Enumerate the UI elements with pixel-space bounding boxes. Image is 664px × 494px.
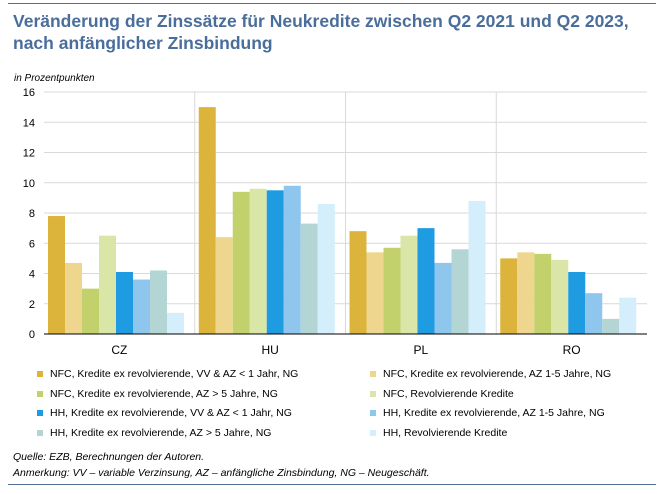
bar-hu-series-5 <box>266 190 284 334</box>
x-tick-label: CZ <box>111 343 127 357</box>
bar-pl-series-6 <box>434 262 452 334</box>
legend-label: HH, Kredite ex revolvierende, AZ 1-5 Jah… <box>383 407 605 419</box>
legend-label: HH, Kredite ex revolvierende, AZ > 5 Jah… <box>50 426 272 439</box>
legend-swatch <box>370 390 376 397</box>
bar-cz-series-3 <box>82 288 99 334</box>
y-tick-label: 12 <box>23 148 35 160</box>
bar-ro-series-1 <box>500 258 518 334</box>
bar-ro-series-6 <box>585 293 603 334</box>
bar-pl-series-1 <box>349 231 367 334</box>
legend-swatch <box>37 390 43 397</box>
y-tick-label: 6 <box>29 238 35 250</box>
axis-layer: 0 2 4 6 8 10 12 14 16 in Prozentpunkten CZ HU PL RO <box>14 73 647 357</box>
y-tick-label: 14 <box>23 117 35 129</box>
legend-swatch <box>370 410 376 416</box>
bar-cz-series-1 <box>48 216 65 334</box>
y-tick-label: 8 <box>29 208 35 220</box>
bar-cz-series-5 <box>116 271 133 334</box>
y-axis-label: in Prozentpunkten <box>14 73 95 84</box>
legend-label: NFC, Kredite ex revolvierende, AZ 1-5 Ja… <box>383 368 612 380</box>
bar-ro-series-7 <box>602 318 620 334</box>
bottom-rule <box>8 484 656 485</box>
bar-hu-series-7 <box>300 223 318 334</box>
bar-pl-series-8 <box>468 200 486 334</box>
bar-cz-series-2 <box>65 262 82 334</box>
legend-swatch <box>37 429 43 436</box>
legend-swatch <box>370 371 376 377</box>
source-note: Quelle: EZB, Berechnungen der Autoren. <box>13 451 205 463</box>
bar-cz-series-8 <box>167 312 184 334</box>
legend-label: HH, Kredite ex revolvierende, VV & AZ < … <box>50 407 292 419</box>
chart-title-line-1: Veränderung der Zinssätze für Neukredite… <box>13 11 629 31</box>
bar-cz-series-4 <box>99 235 116 334</box>
bar-layer <box>48 107 637 334</box>
bar-hu-series-1 <box>198 107 216 334</box>
bar-hu-series-2 <box>215 237 233 334</box>
bar-pl-series-7 <box>451 249 469 334</box>
y-tick-label: 0 <box>29 329 35 341</box>
legend-label: NFC, Kredite ex revolvierende, VV & AZ <… <box>50 368 299 380</box>
bar-pl-series-3 <box>383 247 401 334</box>
bar-pl-series-4 <box>400 235 418 334</box>
chart-title: Veränderung der Zinssätze für Neukredite… <box>13 10 653 54</box>
bar-ro-series-4 <box>551 259 569 334</box>
annotation-note: Anmerkung: VV – variable Verzinsung, AZ … <box>13 467 430 479</box>
legend-swatch <box>37 371 43 377</box>
bar-cz-series-7 <box>150 270 167 334</box>
bar-ro-series-2 <box>517 252 535 334</box>
y-tick-label: 4 <box>29 269 35 281</box>
bar-ro-series-5 <box>568 271 586 334</box>
y-tick-label: 10 <box>23 178 35 190</box>
x-tick-label: PL <box>414 343 429 357</box>
y-tick-label: 2 <box>29 299 35 311</box>
x-tick-label: HU <box>261 343 278 357</box>
bar-hu-series-3 <box>232 191 250 334</box>
bar-ro-series-3 <box>534 253 552 334</box>
y-tick-label: 16 <box>23 87 35 99</box>
top-rule <box>8 3 656 4</box>
bar-pl-series-2 <box>366 252 384 334</box>
bar-hu-series-6 <box>283 185 301 334</box>
legend-swatch <box>37 410 43 416</box>
bar-ro-series-8 <box>619 297 637 334</box>
legend-swatch <box>370 429 376 436</box>
chart-title-line-2: nach anfänglicher Zinsbindung <box>13 33 273 53</box>
legend-label: HH, Revolvierende Kredite <box>383 426 508 439</box>
bar-pl-series-5 <box>417 228 435 334</box>
x-tick-label: RO <box>563 343 581 357</box>
bar-hu-series-8 <box>317 203 335 334</box>
bar-hu-series-4 <box>249 188 267 334</box>
bar-cz-series-6 <box>133 279 150 334</box>
legend-label: NFC, Kredite ex revolvierende, AZ > 5 Ja… <box>50 387 278 400</box>
legend-label: NFC, Revolvierende Kredite <box>383 387 514 400</box>
